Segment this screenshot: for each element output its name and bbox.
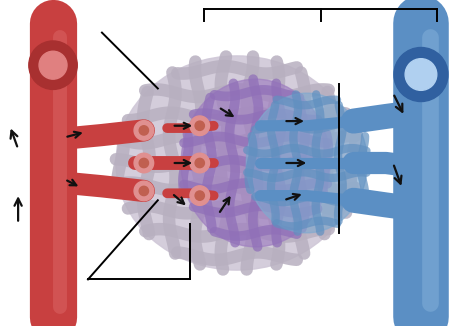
Ellipse shape	[181, 79, 330, 247]
Circle shape	[190, 153, 210, 173]
Circle shape	[139, 158, 148, 168]
Circle shape	[29, 41, 77, 89]
Ellipse shape	[246, 93, 367, 233]
Circle shape	[405, 59, 437, 90]
Circle shape	[134, 181, 154, 201]
Circle shape	[139, 186, 148, 196]
Circle shape	[134, 121, 154, 140]
Circle shape	[134, 153, 154, 173]
Ellipse shape	[116, 56, 358, 270]
Circle shape	[394, 48, 448, 101]
Circle shape	[190, 186, 210, 205]
Circle shape	[139, 126, 148, 135]
Circle shape	[195, 158, 204, 168]
Circle shape	[195, 121, 204, 130]
Circle shape	[39, 51, 67, 79]
Circle shape	[195, 191, 204, 200]
Circle shape	[190, 116, 210, 136]
